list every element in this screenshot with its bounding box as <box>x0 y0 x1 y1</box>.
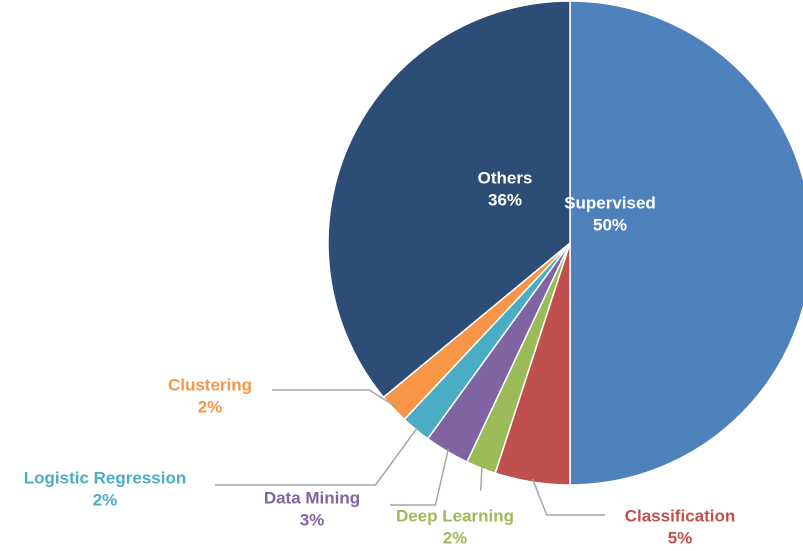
slice-value: 50% <box>593 215 627 234</box>
slice-label: Data Mining <box>264 488 360 507</box>
pie-slice <box>569 0 803 486</box>
leader-line <box>215 426 419 486</box>
slice-value: 36% <box>488 190 522 209</box>
leader-line <box>272 389 397 408</box>
slice-label: Supervised <box>564 193 656 212</box>
leader-line <box>390 448 450 506</box>
leader-line <box>479 465 483 491</box>
slice-label: Clustering <box>168 375 252 394</box>
slice-value: 3% <box>300 510 325 529</box>
slice-value: 2% <box>198 397 223 416</box>
slice-value: 2% <box>443 528 468 547</box>
slice-label: Logistic Regression <box>24 468 186 487</box>
slice-value: 2% <box>93 490 118 509</box>
pie-slice <box>327 0 571 399</box>
slice-label: Classification <box>625 506 736 525</box>
leader-line <box>531 478 605 516</box>
slice-label: Deep Learning <box>396 506 514 525</box>
slice-value: 5% <box>668 528 693 547</box>
slice-label: Others <box>478 168 533 187</box>
